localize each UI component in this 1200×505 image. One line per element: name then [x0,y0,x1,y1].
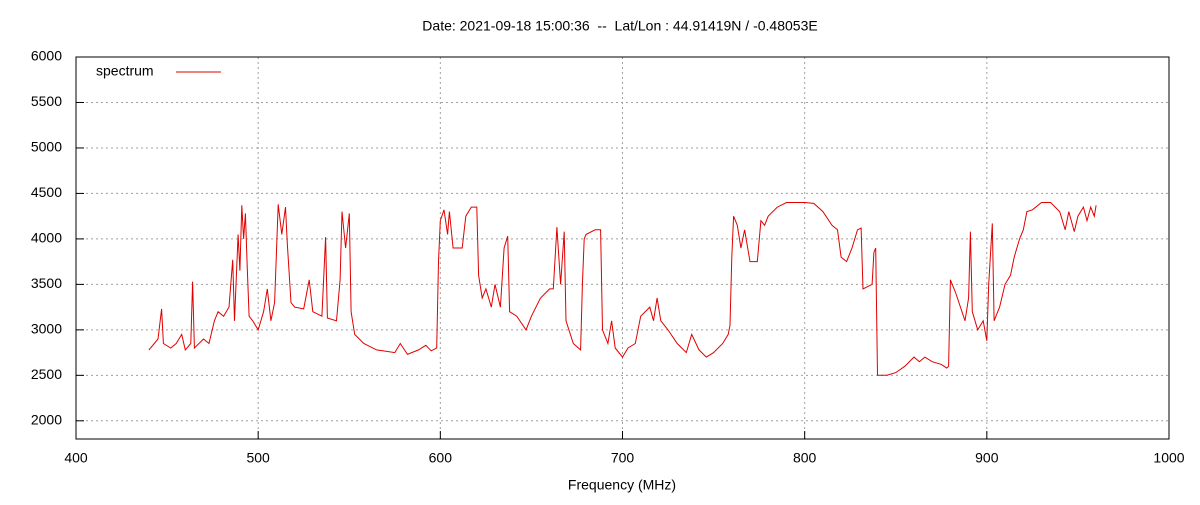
x-tick-label: 400 [64,450,88,466]
y-tick-label: 4000 [31,230,62,246]
x-tick-label: 1000 [1153,450,1184,466]
y-tick-label: 5000 [31,139,62,155]
chart-title: Date: 2021-09-18 15:00:36 -- Lat/Lon : 4… [422,18,817,34]
x-axis-label: Frequency (MHz) [568,477,676,493]
legend-label: spectrum [96,63,154,79]
y-tick-label: 5500 [31,93,62,109]
series-line [148,202,1097,376]
y-tick-label: 3000 [31,321,62,337]
x-tick-label: 800 [793,450,817,466]
x-tick-label: 500 [246,450,270,466]
y-tick-label: 2000 [31,412,62,428]
y-tick-label: 2500 [31,366,62,382]
plot-border [75,56,1170,440]
y-tick-label: 6000 [31,48,62,64]
x-tick-label: 700 [611,450,635,466]
x-tick-label: 600 [429,450,453,466]
y-tick-label: 3500 [31,275,62,291]
x-tick-label: 900 [975,450,999,466]
y-tick-label: 4500 [31,184,62,200]
